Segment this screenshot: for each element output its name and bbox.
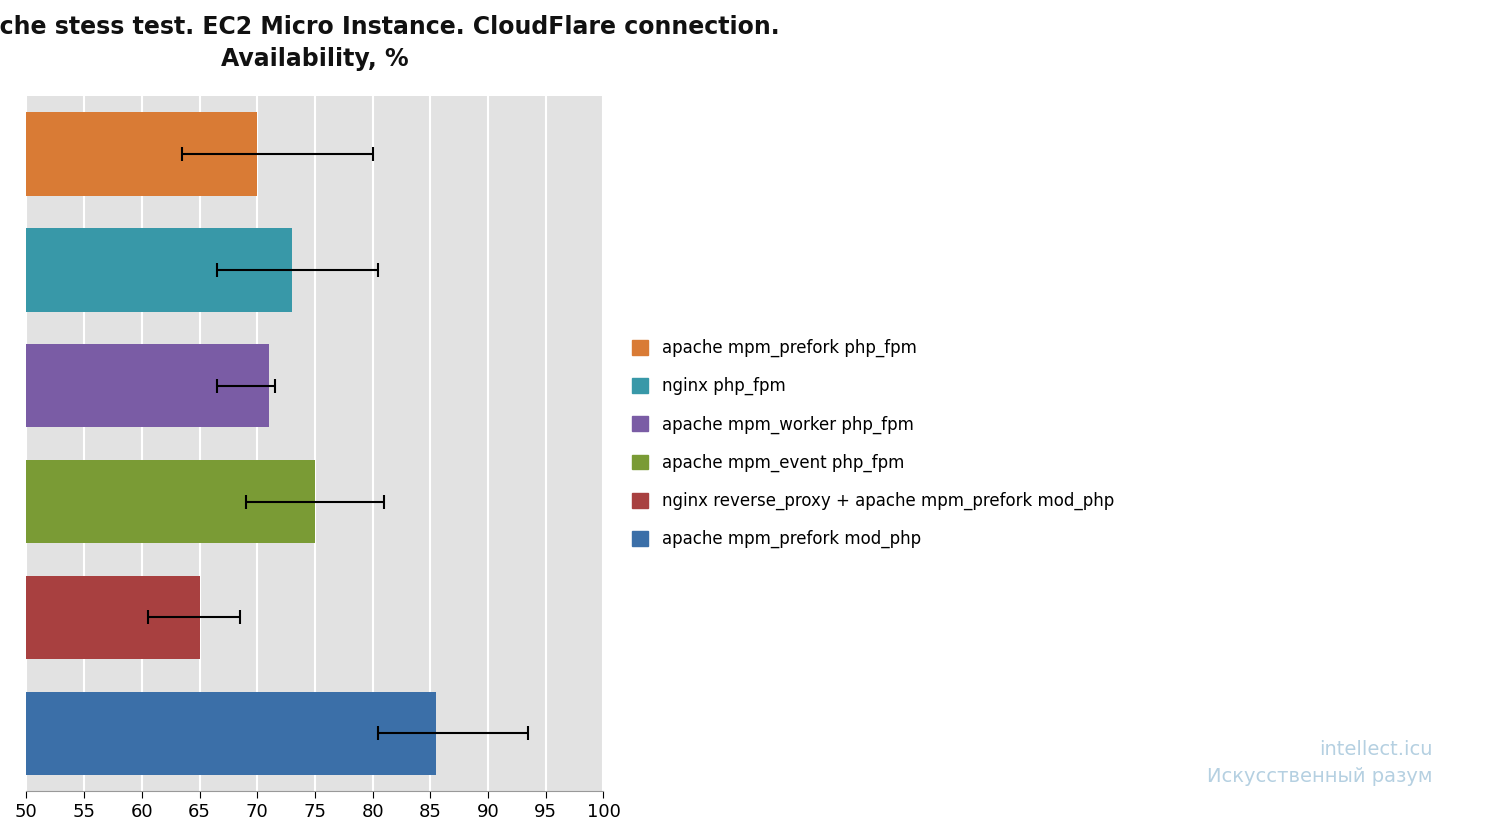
Bar [27, 576, 200, 659]
Bar [27, 344, 269, 427]
Title: Nginx&Apache stess test. EC2 Micro Instance. CloudFlare connection.
Availability: Nginx&Apache stess test. EC2 Micro Insta… [0, 15, 779, 70]
Bar [27, 691, 436, 775]
Bar [27, 228, 292, 312]
Bar [27, 460, 315, 543]
Text: intellect.icu
Искусственный разум: intellect.icu Искусственный разум [1207, 741, 1432, 786]
Legend: apache mpm_prefork php_fpm, nginx php_fpm, apache mpm_worker php_fpm, apache mpm: apache mpm_prefork php_fpm, nginx php_fp… [624, 330, 1122, 557]
Bar [27, 112, 257, 196]
